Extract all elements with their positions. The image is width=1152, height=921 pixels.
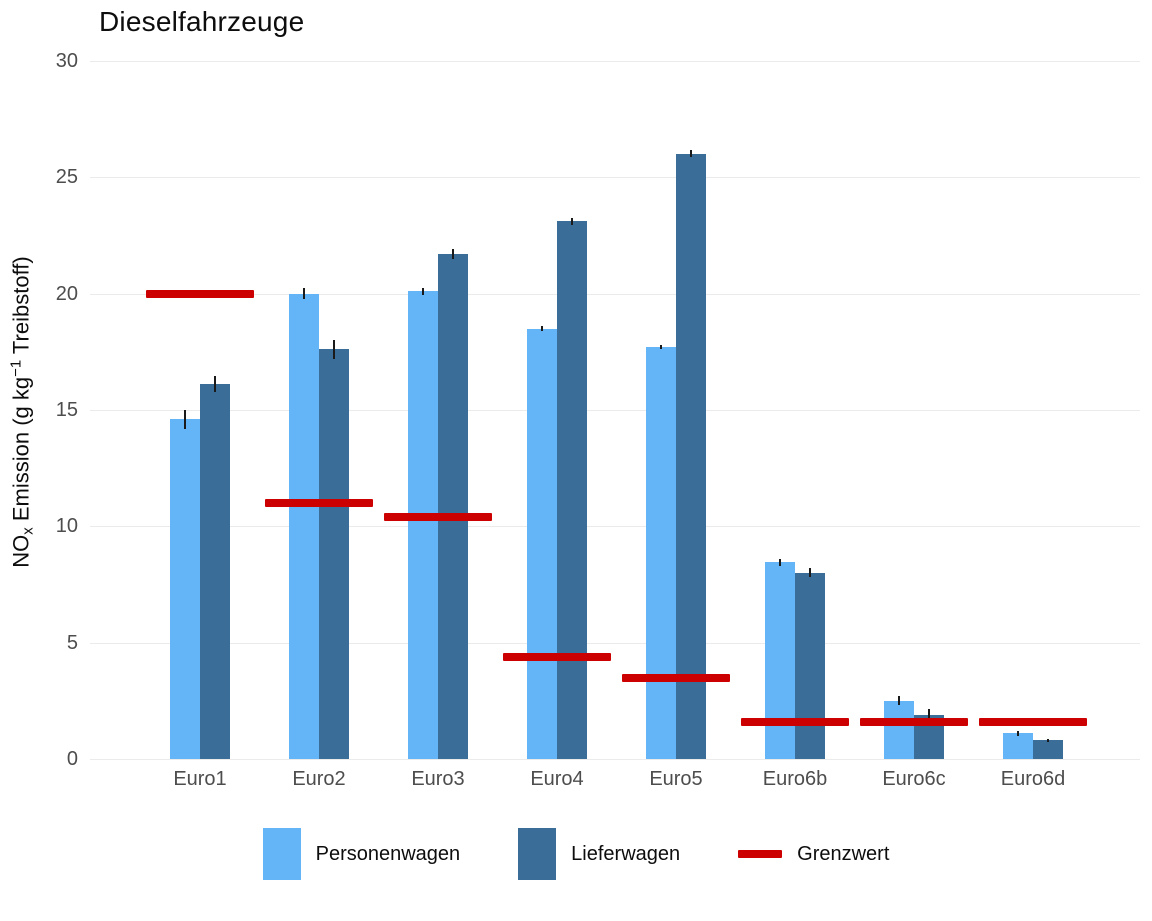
personenwagen-swatch (262, 828, 301, 880)
y-tick-30: 30 (55, 49, 78, 72)
bar-personenwagen-euro6c (884, 700, 914, 759)
legend: Personenwagen Lieferwagen Grenzwert (0, 828, 1152, 880)
y-axis-subscript: x (19, 527, 37, 535)
chart-title: Dieselfahrzeuge (99, 6, 305, 37)
y-axis-title-suffix: Treibstoff) (8, 256, 34, 360)
errorbar-personenwagen-euro4 (541, 325, 543, 332)
bar-lieferwagen-euro6d (1033, 740, 1063, 759)
limit-grenzwert-euro2 (265, 499, 373, 508)
limit-grenzwert-euro3 (384, 512, 492, 521)
bar-lieferwagen-euro6b (795, 572, 825, 759)
bar-personenwagen-euro6d (1003, 733, 1033, 759)
bar-lieferwagen-euro3 (438, 254, 468, 759)
y-tick-10: 10 (55, 515, 78, 538)
x-label-euro6b: Euro6b (762, 768, 828, 790)
errorbar-lieferwagen-euro4 (571, 217, 573, 225)
limit-grenzwert-euro6c (860, 717, 968, 726)
gridline-y10 (90, 526, 1140, 528)
bar-lieferwagen-euro2 (319, 349, 349, 759)
limit-grenzwert-euro6b (741, 717, 849, 726)
bar-lieferwagen-euro1 (200, 384, 230, 759)
bar-personenwagen-euro5 (646, 347, 676, 759)
errorbar-personenwagen-euro1 (184, 409, 186, 429)
errorbar-personenwagen-euro6d (1017, 731, 1019, 736)
errorbar-lieferwagen-euro6c (928, 708, 930, 721)
errorbar-personenwagen-euro6c (898, 696, 900, 706)
y-axis-title-text: NO (8, 534, 34, 568)
bar-personenwagen-euro3 (408, 291, 438, 759)
errorbar-personenwagen-euro2 (303, 287, 305, 300)
limit-grenzwert-euro1 (146, 289, 254, 298)
gridline-y25 (90, 177, 1140, 179)
errorbar-lieferwagen-euro6b (809, 568, 811, 578)
errorbar-personenwagen-euro6b (779, 558, 781, 566)
errorbar-lieferwagen-euro5 (690, 150, 692, 158)
y-axis-superscript: −1 (7, 359, 25, 377)
gridline-y0 (90, 759, 1140, 760)
gridline-y5 (90, 642, 1140, 644)
errorbar-personenwagen-euro5 (660, 344, 662, 350)
lieferwagen-swatch (518, 828, 557, 880)
x-label-euro6c: Euro6c (882, 768, 946, 790)
errorbar-lieferwagen-euro3 (452, 249, 454, 259)
y-tick-0: 0 (66, 748, 78, 770)
limit-grenzwert-euro6d (979, 717, 1087, 726)
y-tick-15: 15 (55, 398, 78, 421)
bar-lieferwagen-euro4 (557, 221, 587, 759)
bar-personenwagen-euro1 (170, 419, 200, 759)
x-label-euro2: Euro2 (292, 768, 346, 790)
bar-personenwagen-euro2 (289, 293, 319, 759)
legend-label-personenwagen: Personenwagen (315, 842, 461, 865)
y-axis-title-mid: Emission (g kg (8, 376, 34, 528)
legend-item-personenwagen: Personenwagen (262, 828, 461, 880)
legend-item-lieferwagen: Lieferwagen (518, 828, 680, 880)
gridline-y15 (90, 409, 1140, 411)
y-tick-20: 20 (55, 282, 78, 305)
x-label-euro1: Euro1 (173, 768, 227, 790)
limit-grenzwert-euro4 (503, 652, 611, 661)
legend-label-grenzwert: Grenzwert (797, 842, 890, 865)
legend-item-grenzwert: Grenzwert (738, 843, 889, 866)
x-label-euro4: Euro4 (530, 768, 584, 790)
errorbar-lieferwagen-euro6d (1047, 738, 1049, 743)
errorbar-personenwagen-euro3 (422, 287, 424, 295)
errorbar-lieferwagen-euro1 (214, 376, 216, 393)
bar-personenwagen-euro4 (527, 328, 557, 759)
grenzwert-dash-swatch (738, 850, 783, 858)
bar-personenwagen-euro6b (765, 562, 795, 759)
legend-label-lieferwagen: Lieferwagen (571, 842, 681, 865)
bar-lieferwagen-euro5 (676, 153, 706, 759)
x-label-euro6d: Euro6d (1000, 768, 1066, 790)
y-tick-25: 25 (55, 166, 78, 189)
y-tick-5: 5 (66, 631, 78, 654)
limit-grenzwert-euro5 (622, 673, 730, 682)
errorbar-lieferwagen-euro2 (333, 340, 335, 359)
y-axis-title: NOx Emission (g kg−1 Treibstoff) (7, 256, 36, 567)
x-label-euro3: Euro3 (411, 768, 465, 790)
gridline-y20 (90, 293, 1140, 295)
x-label-euro5: Euro5 (649, 768, 703, 790)
gridline-y30 (90, 60, 1140, 62)
